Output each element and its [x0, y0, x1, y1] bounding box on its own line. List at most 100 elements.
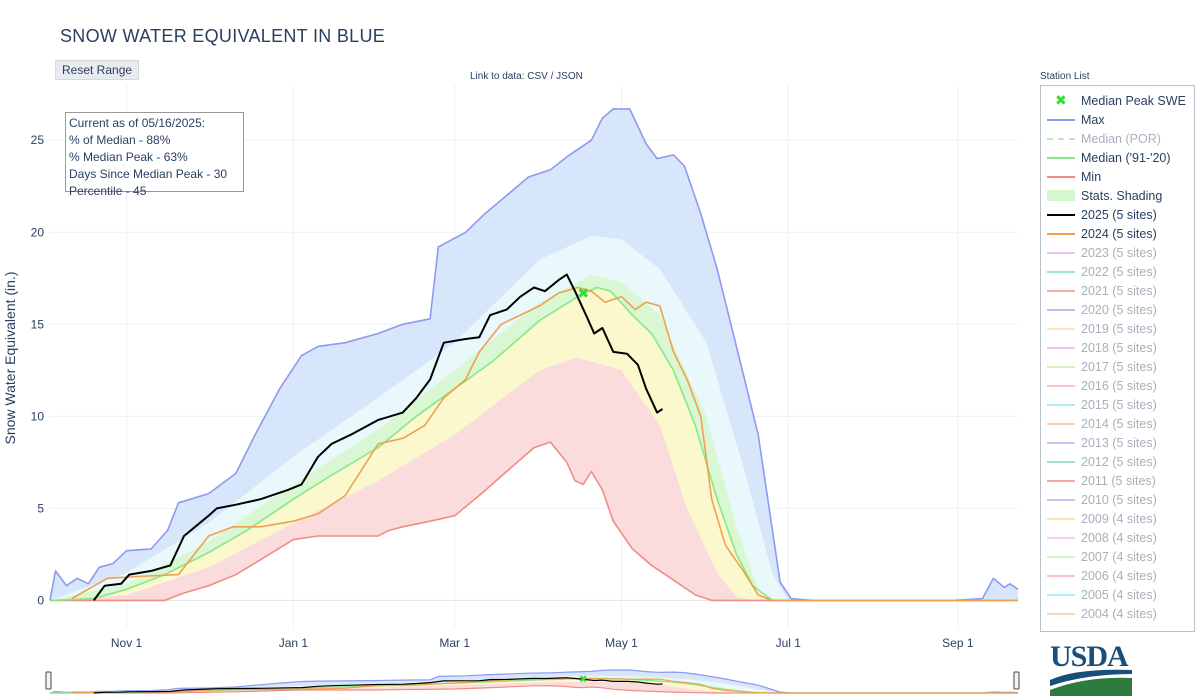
legend-symbol	[1041, 433, 1081, 452]
usda-logo: USDA	[1050, 640, 1132, 696]
csv-link[interactable]: CSV	[527, 71, 548, 82]
legend-item[interactable]: ✖ Median Peak SWE	[1041, 91, 1194, 110]
legend-label: 2019 (5 sites)	[1081, 321, 1157, 336]
legend-item[interactable]: Max	[1041, 110, 1194, 129]
range-slider-handle[interactable]	[45, 671, 52, 690]
legend-symbol	[1041, 566, 1081, 585]
legend-item[interactable]: 2016 (5 sites)	[1041, 376, 1194, 395]
legend-item[interactable]: 2013 (5 sites)	[1041, 433, 1194, 452]
range-slider-line	[93, 677, 663, 694]
legend: ✖ Median Peak SWE Max Median (POR) Median ('…	[1040, 85, 1195, 632]
legend-item[interactable]: 2008 (4 sites)	[1041, 528, 1194, 547]
y-axis-label: Snow Water Equivalent (in.)	[2, 272, 18, 445]
legend-label: 2004 (4 sites)	[1081, 606, 1157, 621]
legend-item[interactable]: 2005 (4 sites)	[1041, 585, 1194, 604]
legend-item[interactable]: 2020 (5 sites)	[1041, 300, 1194, 319]
legend-label: 2014 (5 sites)	[1081, 416, 1157, 431]
legend-item[interactable]: 2018 (5 sites)	[1041, 338, 1194, 357]
legend-item[interactable]: 2010 (5 sites)	[1041, 490, 1194, 509]
legend-item[interactable]: 2024 (5 sites)	[1041, 224, 1194, 243]
legend-item[interactable]: 2004 (4 sites)	[1041, 604, 1194, 623]
status-line-date: Current as of 05/16/2025:	[69, 116, 206, 130]
range-slider-line	[71, 677, 1018, 694]
legend-label: 2017 (5 sites)	[1081, 359, 1157, 374]
data-link-prefix: Link to data:	[470, 71, 528, 82]
legend-symbol	[1041, 414, 1081, 433]
legend-item[interactable]: 2025 (5 sites)	[1041, 205, 1194, 224]
legend-symbol	[1041, 300, 1081, 319]
legend-item[interactable]: 2009 (4 sites)	[1041, 509, 1194, 528]
legend-label: 2020 (5 sites)	[1081, 302, 1157, 317]
legend-label: 2013 (5 sites)	[1081, 435, 1157, 450]
legend-label: 2015 (5 sites)	[1081, 397, 1157, 412]
legend-item[interactable]: Stats. Shading	[1041, 186, 1194, 205]
legend-label: 2006 (4 sites)	[1081, 568, 1157, 583]
x-tick-label: Jan 1	[279, 636, 309, 650]
legend-symbol	[1041, 547, 1081, 566]
legend-symbol	[1041, 528, 1081, 547]
range-slider-line	[49, 669, 1019, 694]
legend-label: 2022 (5 sites)	[1081, 264, 1157, 279]
legend-symbol	[1041, 243, 1081, 262]
legend-symbol	[1041, 338, 1081, 357]
x-tick-label: Nov 1	[111, 636, 143, 650]
legend-label: 2012 (5 sites)	[1081, 454, 1157, 469]
usda-logo-text: USDA	[1050, 640, 1129, 673]
legend-item[interactable]: 2014 (5 sites)	[1041, 414, 1194, 433]
range-slider[interactable]: ✖	[45, 669, 1020, 694]
y-tick-label: 10	[31, 409, 45, 423]
range-slider-line	[49, 677, 1018, 694]
legend-item[interactable]: 2006 (4 sites)	[1041, 566, 1194, 585]
chart-title: SNOW WATER EQUIVALENT IN BLUE	[60, 26, 386, 46]
legend-item[interactable]: 2017 (5 sites)	[1041, 357, 1194, 376]
legend-item[interactable]: 2011 (5 sites)	[1041, 471, 1194, 490]
x-tick-label: Sep 1	[942, 636, 974, 650]
range-slider-line	[50, 684, 1018, 694]
legend-item[interactable]: Median (POR)	[1041, 129, 1194, 148]
legend-label: 2010 (5 sites)	[1081, 492, 1157, 507]
legend-item[interactable]: 2021 (5 sites)	[1041, 281, 1194, 300]
status-box: Current as of 05/16/2025: % of Median - …	[65, 112, 244, 198]
range-slider-marker: ✖	[579, 675, 587, 686]
legend-item[interactable]: 2012 (5 sites)	[1041, 452, 1194, 471]
legend-symbol	[1041, 148, 1081, 167]
reset-range-button[interactable]: Reset Range	[55, 60, 140, 80]
legend-label: Min	[1081, 169, 1102, 184]
legend-item[interactable]: 2023 (5 sites)	[1041, 243, 1194, 262]
legend-item[interactable]: Median ('91-'20)	[1041, 148, 1194, 167]
legend-symbol	[1041, 167, 1081, 186]
data-link: Link to data: CSV / JSON	[470, 71, 583, 82]
stat-band	[50, 235, 1018, 601]
range-slider-handle[interactable]	[1013, 671, 1020, 690]
legend-item[interactable]: 2015 (5 sites)	[1041, 395, 1194, 414]
legend-item[interactable]: 2022 (5 sites)	[1041, 262, 1194, 281]
json-link[interactable]: JSON	[556, 71, 583, 82]
legend-symbol	[1041, 376, 1081, 395]
legend-label: 2025 (5 sites)	[1081, 207, 1157, 222]
legend-symbol	[1041, 186, 1081, 205]
y-tick-label: 20	[31, 225, 45, 239]
legend-label: 2008 (4 sites)	[1081, 530, 1157, 545]
x-tick-label: Mar 1	[439, 636, 470, 650]
series-line-median	[49, 286, 1018, 602]
station-list-link[interactable]: Station List	[1040, 71, 1090, 82]
legend-item[interactable]: Min	[1041, 167, 1194, 186]
legend-symbol	[1041, 281, 1081, 300]
status-line-pct-peak: % Median Peak - 63%	[69, 150, 188, 164]
y-tick-label: 0	[37, 593, 44, 607]
legend-item[interactable]: 2007 (4 sites)	[1041, 547, 1194, 566]
data-link-separator: /	[547, 71, 557, 82]
legend-label: 2021 (5 sites)	[1081, 283, 1157, 298]
legend-symbol	[1041, 129, 1081, 148]
status-line-percentile: Percentile - 45	[69, 184, 147, 198]
series-line-2024	[71, 286, 1018, 602]
axis-ticks: 0 5 10 15 20 25 Nov 1 Jan 1 Mar 1 May 1 Jul 1 Sep 1	[31, 133, 974, 650]
series-line-2025	[92, 273, 664, 601]
y-tick-label: 25	[31, 133, 45, 147]
legend-symbol	[1041, 357, 1081, 376]
y-tick-label: 15	[31, 317, 45, 331]
y-tick-label: 5	[37, 501, 44, 515]
legend-item[interactable]: 2019 (5 sites)	[1041, 319, 1194, 338]
series-lines	[49, 108, 1019, 602]
